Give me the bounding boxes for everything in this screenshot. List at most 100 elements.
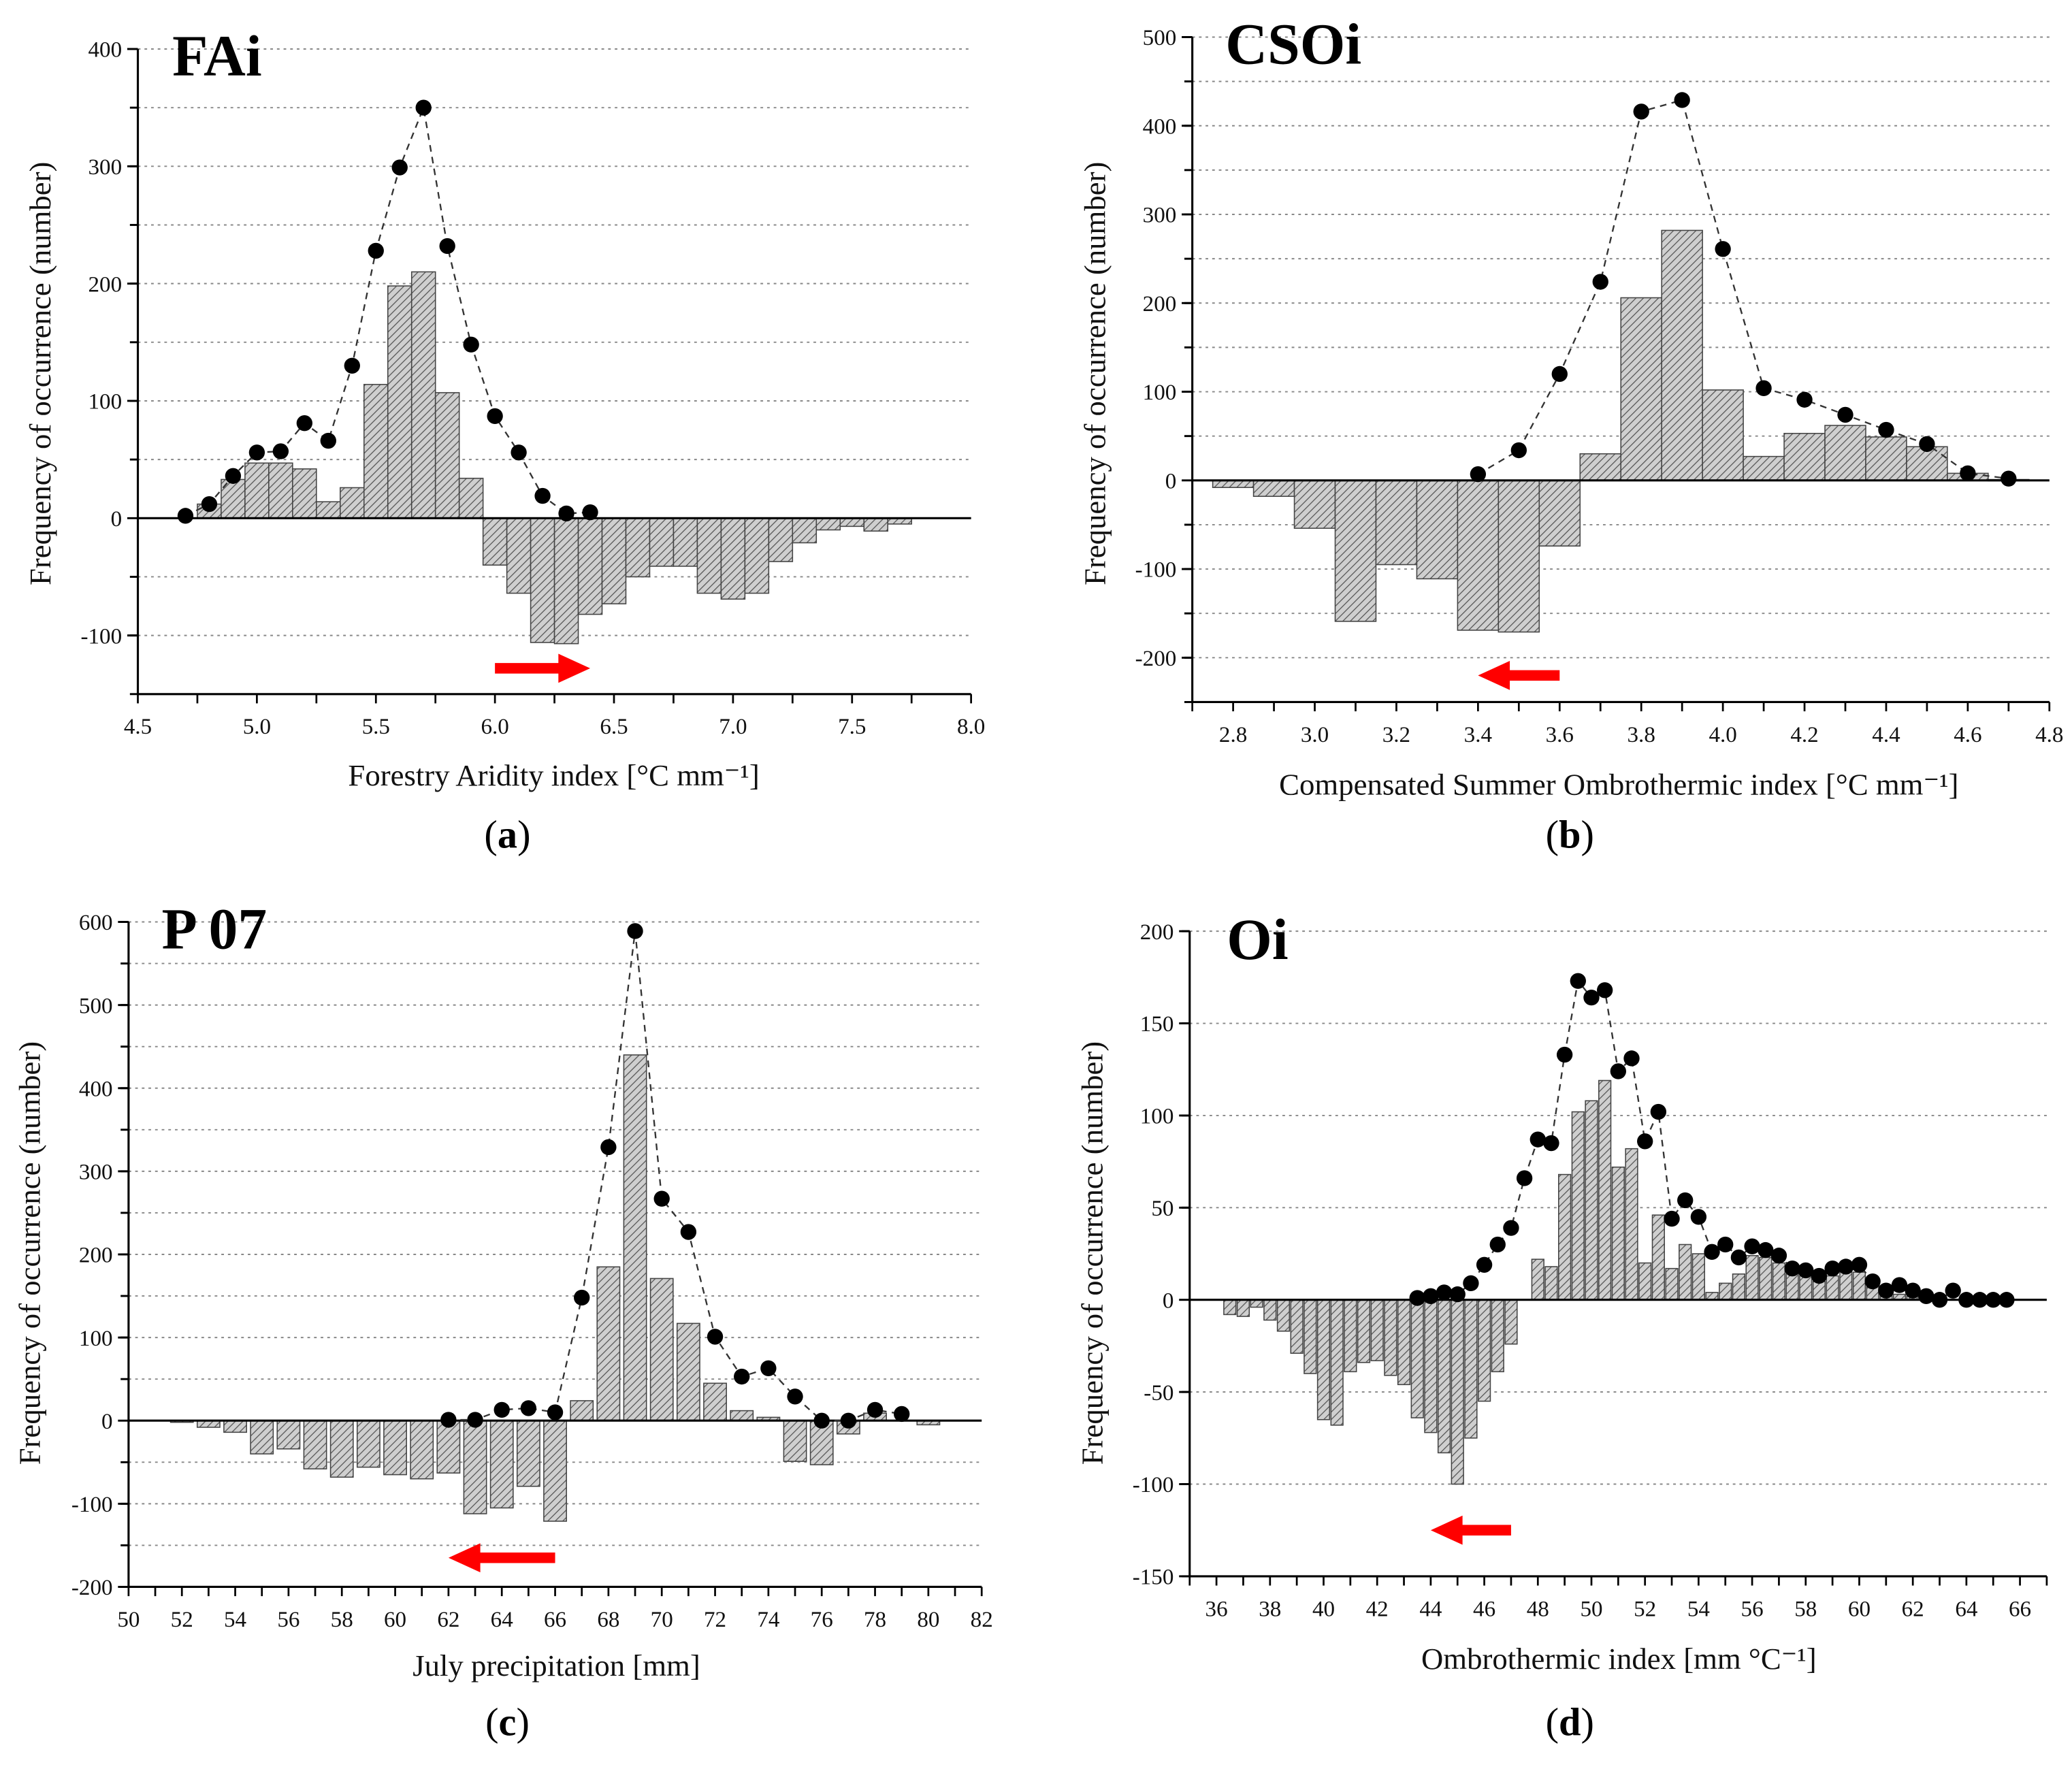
bar [1250, 1299, 1263, 1308]
bar [1865, 436, 1907, 481]
bar [1638, 1262, 1652, 1301]
x-tick-label: 82 [971, 1608, 993, 1632]
data-point [440, 1412, 457, 1428]
data-point [558, 505, 574, 522]
bar [223, 1420, 247, 1433]
panel-letter: d [1559, 1700, 1581, 1744]
bar [1598, 1079, 1612, 1301]
bar [1252, 480, 1295, 498]
data-point [1674, 92, 1690, 108]
data-point [894, 1406, 910, 1423]
data-point [201, 495, 218, 513]
data-point [1824, 1261, 1841, 1277]
bar [1223, 1299, 1237, 1316]
panel-paren: ( [485, 1700, 498, 1744]
data-point [1551, 365, 1568, 383]
y-tick-label: 150 [1140, 1012, 1174, 1037]
data-point [391, 159, 408, 176]
data-point [487, 408, 503, 425]
bar [1344, 1299, 1357, 1373]
y-tick-label: 500 [1143, 26, 1177, 50]
x-tick-label: 50 [1580, 1597, 1602, 1621]
x-tick-label: 60 [1848, 1597, 1871, 1621]
y-tick-label: 300 [1143, 204, 1177, 228]
data-point [1971, 1292, 1988, 1308]
bar [268, 462, 293, 519]
y-axis-label: Frequency of occurrence (number) [1078, 162, 1112, 585]
x-tick-label: 2.8 [1219, 723, 1247, 747]
x-tick-label: 52 [171, 1608, 193, 1632]
panel-paren: ( [1546, 1700, 1559, 1744]
x-tick-label: 3.6 [1546, 723, 1574, 747]
data-point [534, 487, 551, 504]
bar [1743, 455, 1785, 481]
data-point [1960, 465, 1976, 482]
data-point [1717, 1236, 1734, 1253]
panel-paren: ( [1546, 813, 1559, 857]
data-point [1837, 406, 1854, 423]
bar [1357, 1299, 1371, 1363]
y-tick-label: 0 [111, 507, 123, 532]
bar [625, 517, 651, 578]
data-point [1919, 436, 1935, 453]
data-point [1905, 1282, 1921, 1299]
data-point [1878, 421, 1894, 438]
x-tick-label: 3.2 [1382, 723, 1410, 747]
y-tick-label: 0 [1165, 469, 1177, 493]
data-point [1583, 989, 1600, 1006]
data-point [1592, 274, 1608, 290]
bar [489, 1420, 514, 1509]
bar [601, 517, 627, 604]
bar [623, 1054, 647, 1422]
bar [676, 1322, 700, 1422]
x-tick-label: 70 [651, 1608, 673, 1632]
bar [1330, 1299, 1344, 1426]
bar [1702, 389, 1744, 481]
data-point [1758, 1241, 1774, 1258]
bar [458, 477, 484, 519]
chart-title: FAi [172, 24, 262, 88]
y-tick-label: 400 [1143, 114, 1177, 139]
data-point [1945, 1282, 1961, 1299]
data-point [574, 1289, 590, 1306]
data-point [1633, 103, 1649, 120]
data-point [296, 415, 313, 432]
bar [1410, 1299, 1424, 1418]
x-tick-label: 3.0 [1301, 723, 1329, 747]
y-tick-label: 0 [1163, 1288, 1174, 1313]
y-tick-label: 100 [79, 1327, 113, 1351]
data-point [547, 1404, 564, 1420]
x-tick-label: 4.8 [2035, 723, 2063, 747]
data-point [760, 1360, 777, 1376]
bar [1370, 1299, 1384, 1361]
bar [1661, 229, 1703, 481]
data-point [1409, 1290, 1425, 1306]
bar [1293, 480, 1336, 529]
data-point [1998, 1292, 2015, 1308]
data-point [1851, 1256, 1868, 1273]
bar [1464, 1299, 1478, 1439]
bar [1384, 1299, 1397, 1376]
x-tick-label: 54 [1687, 1597, 1711, 1621]
bar [1558, 1173, 1572, 1301]
data-point [320, 432, 336, 449]
bar [649, 1278, 674, 1422]
bar [1625, 1148, 1638, 1301]
chart-title: CSOi [1225, 12, 1361, 76]
bar [1783, 432, 1826, 481]
data-point [1730, 1249, 1747, 1266]
data-point [787, 1388, 803, 1405]
fit-curve [448, 930, 902, 1422]
red-arrow-icon [1430, 1515, 1511, 1545]
y-tick-label: 600 [79, 911, 113, 935]
panel-letter: c [499, 1700, 517, 1744]
panel-letter: a [498, 813, 517, 857]
x-axis-label: July precipitation [mm] [412, 1648, 700, 1683]
bar [340, 487, 365, 519]
bar [1276, 1299, 1291, 1332]
bar [1498, 480, 1540, 633]
x-tick-label: 4.5 [124, 715, 152, 739]
data-point [653, 1190, 670, 1207]
bar [744, 517, 770, 594]
data-point [1556, 1046, 1573, 1063]
